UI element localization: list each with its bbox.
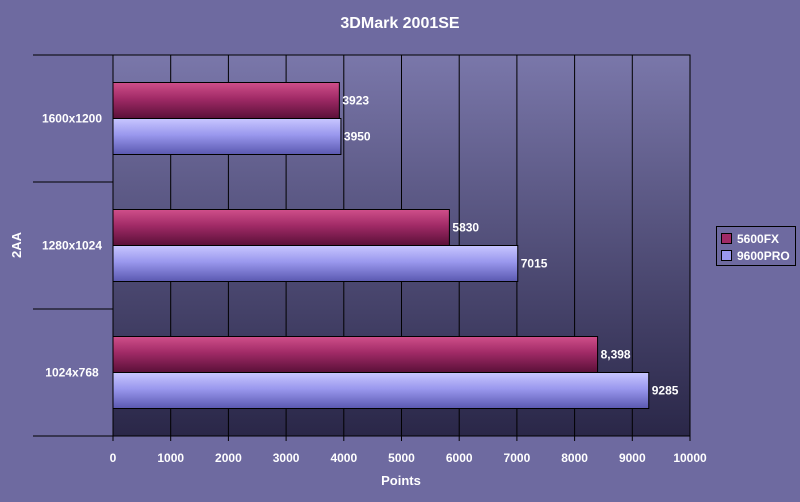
bar-value-label: 3923 [342, 94, 369, 108]
bar-series-0 [112, 209, 450, 246]
x-axis-title: Points [381, 473, 421, 488]
legend: 5600FX 9600PRO [716, 226, 796, 266]
x-tick-label: 1000 [157, 451, 184, 465]
bar-value-label: 9285 [652, 384, 679, 398]
bar-series-1 [112, 372, 650, 409]
x-tick-label: 10000 [673, 451, 707, 465]
bar-series-0 [112, 82, 340, 119]
legend-swatch-series-0 [721, 233, 732, 244]
bar-value-label: 5830 [452, 221, 479, 235]
bar-value-label: 3950 [344, 130, 371, 144]
legend-label-series-1: 9600PRO [737, 248, 790, 263]
x-tick-label: 6000 [446, 451, 473, 465]
axes: 0 1000 2000 3000 4000 5000 6000 7000 8000 9000 100… [33, 54, 707, 465]
legend-swatch-series-1 [721, 250, 732, 261]
legend-item-series-0: 5600FX [721, 230, 791, 247]
category-label: 1024x768 [45, 366, 99, 380]
legend-label-series-0: 5600FX [737, 231, 780, 246]
bar-value-label: 8,398 [601, 348, 631, 362]
category-label: 1600x1200 [42, 112, 102, 126]
bars [112, 82, 650, 409]
bar-value-label: 7015 [521, 257, 548, 271]
bar-series-0 [112, 336, 599, 373]
x-tick-label: 5000 [388, 451, 415, 465]
x-tick-label: 4000 [330, 451, 357, 465]
data-labels: 3923 3950 5830 7015 8,398 9285 [342, 94, 678, 398]
legend-item-series-1: 9600PRO [721, 247, 791, 264]
bar-series-1 [112, 245, 519, 282]
x-tick-label: 9000 [619, 451, 646, 465]
x-tick-label: 0 [110, 451, 117, 465]
x-tick-label: 3000 [273, 451, 300, 465]
chart-title: 3DMark 2001SE [340, 15, 460, 32]
y-axis-title: 2AA [9, 231, 24, 258]
x-tick-label: 8000 [561, 451, 588, 465]
category-label: 1280x1024 [42, 239, 102, 253]
x-tick-label: 2000 [215, 451, 242, 465]
x-tick-label: 7000 [504, 451, 531, 465]
bar-series-1 [112, 118, 342, 155]
